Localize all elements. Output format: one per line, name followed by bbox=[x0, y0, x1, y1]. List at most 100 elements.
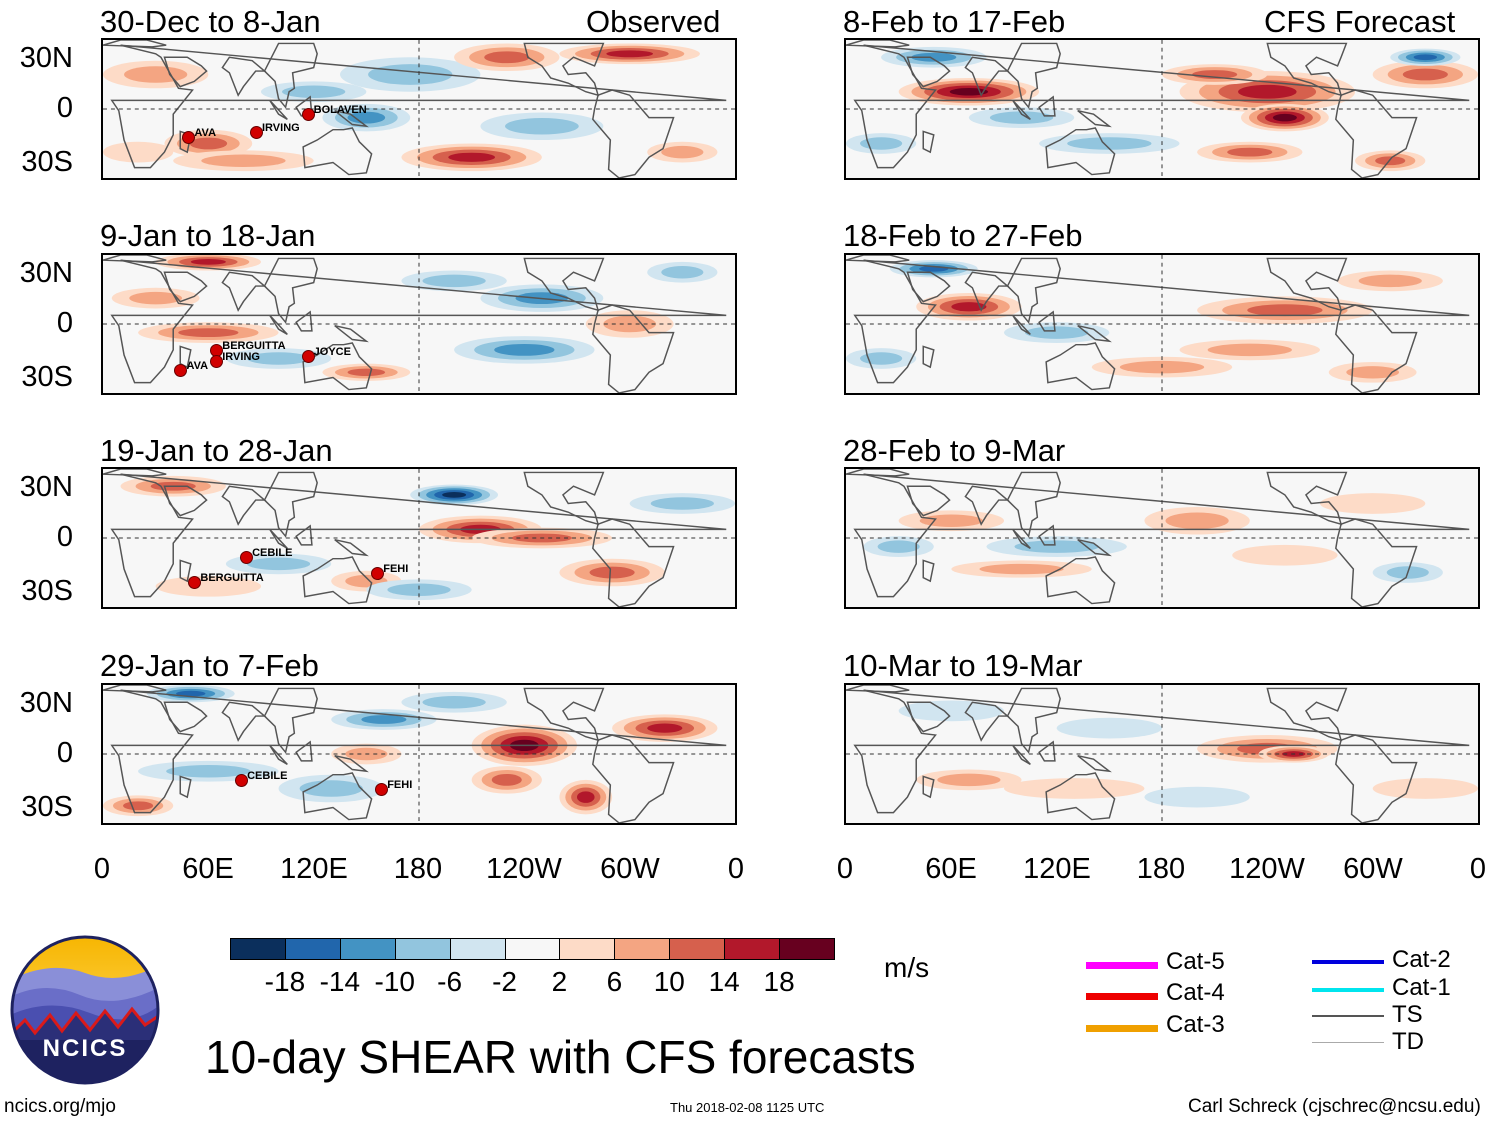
lat-label-30n: 30N bbox=[19, 687, 73, 719]
shear-contour bbox=[1207, 343, 1292, 357]
shear-contour bbox=[1375, 156, 1406, 166]
storm-marker-icon bbox=[240, 551, 254, 565]
coastline bbox=[846, 255, 910, 263]
coastline bbox=[906, 271, 951, 303]
footer-website: ncics.org/mjo bbox=[4, 1096, 116, 1117]
shear-contour bbox=[1227, 147, 1273, 157]
coastline bbox=[269, 99, 288, 120]
coastline bbox=[1045, 556, 1116, 605]
coastline bbox=[103, 469, 167, 477]
coastline bbox=[1012, 744, 1031, 765]
shear-contour bbox=[246, 557, 311, 571]
panel-title-left-4: 29-Jan to 7-Feb bbox=[100, 648, 319, 683]
coastline bbox=[179, 345, 192, 369]
coastline bbox=[1077, 539, 1112, 557]
shear-contour bbox=[606, 50, 654, 58]
colorbar-tick-label: 10 bbox=[653, 966, 685, 997]
coastline bbox=[263, 687, 318, 754]
lat-label-30s: 30S bbox=[21, 361, 73, 393]
coastline bbox=[523, 471, 605, 526]
shear-contour bbox=[178, 328, 239, 338]
footer-timestamp: Thu 2018-02-08 1125 UTC bbox=[670, 1100, 825, 1115]
lon-label-right-60w: 60W bbox=[1343, 853, 1403, 885]
coastline bbox=[334, 325, 369, 343]
lat-label-30n: 30N bbox=[19, 257, 73, 289]
coastline bbox=[179, 775, 192, 799]
coastline bbox=[592, 89, 675, 178]
coastline bbox=[964, 701, 1010, 742]
coastline bbox=[1045, 342, 1116, 391]
shear-contour bbox=[361, 715, 407, 724]
colorbar-swatch bbox=[394, 938, 451, 960]
storm-label: IRVING bbox=[222, 350, 260, 363]
shear-contour bbox=[860, 137, 903, 150]
colorbar-tick-label: -10 bbox=[374, 966, 415, 997]
lon-label-right-120w: 120W bbox=[1229, 853, 1305, 885]
shear-contour bbox=[176, 690, 206, 697]
coastline bbox=[1077, 325, 1112, 343]
shear-map-left-1: BERGUITTA IRVING AVA JOYCE bbox=[101, 253, 737, 395]
coastline bbox=[263, 471, 318, 538]
storm-marker-icon bbox=[174, 363, 188, 377]
colorbar-tick-label: 14 bbox=[708, 966, 740, 997]
coastline bbox=[1006, 257, 1061, 324]
observed-label: Observed bbox=[586, 4, 721, 39]
legend-line-cat-3 bbox=[1086, 1025, 1158, 1032]
shear-contour bbox=[1025, 326, 1089, 339]
shear-contour bbox=[650, 497, 714, 510]
shear-contour bbox=[1165, 512, 1229, 530]
coastline bbox=[1335, 734, 1418, 823]
storm-label: JOYCE bbox=[313, 345, 351, 358]
colorbar-swatch bbox=[724, 938, 781, 960]
shear-contour bbox=[299, 780, 363, 797]
panel-title-right-1: 8-Feb to 17-Feb bbox=[843, 4, 1066, 39]
shear-contour bbox=[1320, 493, 1426, 514]
coastline bbox=[302, 556, 373, 605]
storm-label: CEBILE bbox=[247, 770, 288, 783]
coastline bbox=[1077, 755, 1112, 773]
shear-contour bbox=[647, 723, 683, 733]
coastline bbox=[1012, 314, 1031, 335]
shear-contour bbox=[442, 492, 467, 498]
storm-marker-icon bbox=[250, 125, 263, 139]
colorbar-swatch bbox=[504, 938, 561, 960]
coastline bbox=[103, 255, 167, 263]
colorbar-swatch bbox=[284, 938, 341, 960]
coastline bbox=[334, 110, 369, 128]
shear-contour bbox=[661, 145, 704, 159]
legend-label-cat-4: Cat-4 bbox=[1166, 979, 1225, 1006]
colorbar-tick-label: 18 bbox=[763, 966, 795, 997]
storm-label: BERGUITTA bbox=[222, 340, 286, 353]
shear-contour bbox=[282, 85, 346, 98]
coastline bbox=[110, 473, 727, 598]
shear-contour bbox=[1144, 786, 1250, 808]
ncics-logo-icon bbox=[10, 935, 160, 1085]
storm-label: BERGUITTA bbox=[200, 571, 264, 584]
lat-label-eq: 0 bbox=[56, 521, 73, 553]
coastline bbox=[592, 734, 675, 823]
lat-label-eq: 0 bbox=[56, 737, 73, 769]
shear-contour bbox=[877, 540, 920, 553]
lon-label-right-180: 180 bbox=[1136, 853, 1186, 885]
coastline bbox=[592, 518, 675, 607]
shear-contour bbox=[124, 66, 188, 83]
panel-title-right-2: 18-Feb to 27-Feb bbox=[843, 218, 1083, 253]
shear-contour bbox=[505, 117, 579, 135]
legend-label-cat-3: Cat-3 bbox=[1166, 1011, 1225, 1038]
coastline bbox=[906, 701, 951, 733]
shear-contour bbox=[166, 765, 251, 778]
lat-label-30s: 30S bbox=[21, 791, 73, 823]
legend-line-cat-5 bbox=[1086, 962, 1158, 969]
lon-label-left-0-end: 0 bbox=[727, 853, 745, 885]
coastline bbox=[110, 259, 727, 384]
lon-label-left-180: 180 bbox=[393, 853, 443, 885]
coastline bbox=[1335, 304, 1418, 393]
coastline bbox=[1266, 471, 1348, 526]
coastline bbox=[302, 772, 373, 821]
colorbar-swatch bbox=[779, 938, 835, 960]
shear-contour bbox=[103, 141, 174, 163]
main-title: 10-day SHEAR with CFS forecasts bbox=[205, 1031, 916, 1083]
ncics-logo: NCICS bbox=[10, 935, 160, 1085]
coastline bbox=[922, 345, 935, 369]
shear-contour bbox=[1056, 717, 1162, 739]
